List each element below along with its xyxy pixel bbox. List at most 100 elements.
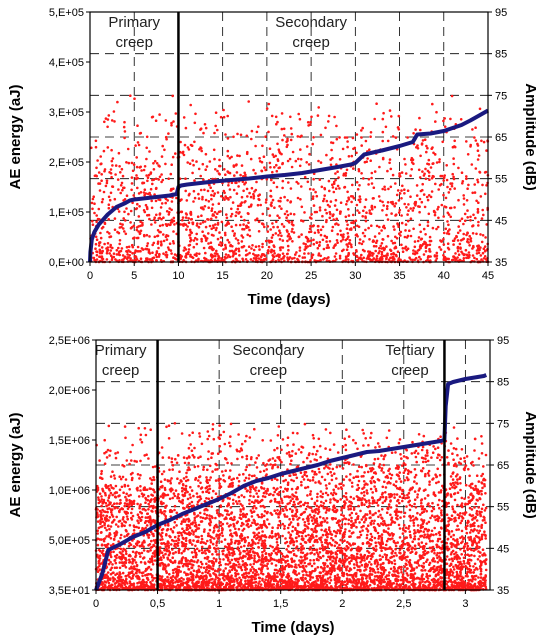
amplitude-point <box>236 457 239 461</box>
amplitude-point <box>297 534 301 538</box>
amplitude-point <box>469 219 472 222</box>
amplitude-point <box>105 258 109 261</box>
amplitude-point <box>334 172 337 175</box>
amplitude-point <box>260 169 263 173</box>
amplitude-point <box>280 234 283 238</box>
amplitude-point <box>389 167 393 171</box>
amplitude-point <box>207 206 210 209</box>
amplitude-point <box>180 551 183 555</box>
amplitude-point <box>454 475 458 478</box>
amplitude-point <box>449 117 452 121</box>
amplitude-point <box>314 190 317 194</box>
amplitude-point <box>145 524 149 527</box>
amplitude-point <box>287 232 291 236</box>
amplitude-point <box>97 207 101 211</box>
amplitude-point <box>382 254 386 258</box>
amplitude-point <box>288 237 291 241</box>
amplitude-point <box>261 242 264 246</box>
amplitude-point <box>185 475 188 479</box>
amplitude-point <box>119 171 122 174</box>
amplitude-point <box>159 206 163 209</box>
amplitude-point <box>93 202 96 205</box>
amplitude-point <box>478 248 481 252</box>
amplitude-point <box>211 470 214 473</box>
amplitude-point <box>197 257 200 261</box>
amplitude-point <box>193 455 196 459</box>
amplitude-point <box>449 475 453 478</box>
amplitude-point <box>264 578 267 581</box>
amplitude-point <box>300 537 304 541</box>
amplitude-point <box>362 240 365 243</box>
amplitude-point <box>278 205 281 208</box>
amplitude-point <box>334 243 337 246</box>
amplitude-point <box>303 248 307 251</box>
amplitude-point <box>472 213 475 217</box>
amplitude-point <box>113 120 116 123</box>
amplitude-point <box>233 234 236 237</box>
amplitude-point <box>105 528 108 532</box>
amplitude-point <box>338 136 341 139</box>
y-axis-title: AE energy (aJ) <box>7 84 24 189</box>
amplitude-point <box>440 513 443 517</box>
amplitude-point <box>108 232 111 235</box>
amplitude-point <box>160 472 164 476</box>
amplitude-point <box>122 258 125 261</box>
amplitude-point <box>224 133 227 136</box>
amplitude-point <box>237 249 241 253</box>
amplitude-point <box>232 524 236 527</box>
amplitude-point <box>345 136 349 139</box>
amplitude-point <box>443 125 447 128</box>
amplitude-point <box>345 498 349 501</box>
amplitude-point <box>318 571 322 574</box>
amplitude-point <box>186 146 190 149</box>
amplitude-point <box>425 150 428 154</box>
amplitude-point <box>411 440 414 444</box>
amplitude-point <box>323 234 327 238</box>
amplitude-point <box>254 256 258 260</box>
amplitude-point <box>147 248 151 251</box>
amplitude-point <box>387 574 391 577</box>
amplitude-point <box>332 488 336 492</box>
amplitude-point <box>154 199 158 203</box>
amplitude-point <box>465 531 469 535</box>
amplitude-point <box>165 234 168 237</box>
amplitude-point <box>316 228 320 232</box>
amplitude-point <box>388 158 392 161</box>
amplitude-point <box>160 173 163 176</box>
amplitude-point <box>230 225 233 228</box>
amplitude-point <box>164 135 168 139</box>
amplitude-point <box>238 473 241 477</box>
amplitude-point <box>201 162 205 166</box>
amplitude-point <box>478 107 482 111</box>
amplitude-point <box>126 147 130 151</box>
amplitude-point <box>168 211 171 214</box>
amplitude-point <box>399 230 403 234</box>
amplitude-point <box>230 181 234 185</box>
amplitude-point <box>325 257 329 260</box>
amplitude-point <box>239 173 242 177</box>
amplitude-point <box>243 218 246 222</box>
amplitude-point <box>363 205 367 209</box>
amplitude-point <box>242 472 245 476</box>
amplitude-point <box>173 253 177 256</box>
amplitude-point <box>152 218 156 222</box>
amplitude-point <box>236 204 240 208</box>
amplitude-point <box>466 256 470 260</box>
amplitude-point <box>358 200 362 204</box>
amplitude-point <box>247 245 251 248</box>
amplitude-point <box>165 238 169 241</box>
amplitude-point <box>389 249 393 252</box>
amplitude-point <box>261 222 265 226</box>
amplitude-point <box>100 255 104 258</box>
amplitude-point <box>185 199 189 202</box>
amplitude-point <box>125 245 129 249</box>
amplitude-point <box>100 472 103 476</box>
amplitude-point <box>212 564 215 568</box>
amplitude-point <box>445 555 449 558</box>
amplitude-point <box>223 168 226 171</box>
amplitude-point <box>256 203 260 207</box>
amplitude-point <box>282 225 286 228</box>
amplitude-point <box>189 253 192 257</box>
amplitude-point <box>462 259 465 263</box>
amplitude-point <box>148 217 151 221</box>
